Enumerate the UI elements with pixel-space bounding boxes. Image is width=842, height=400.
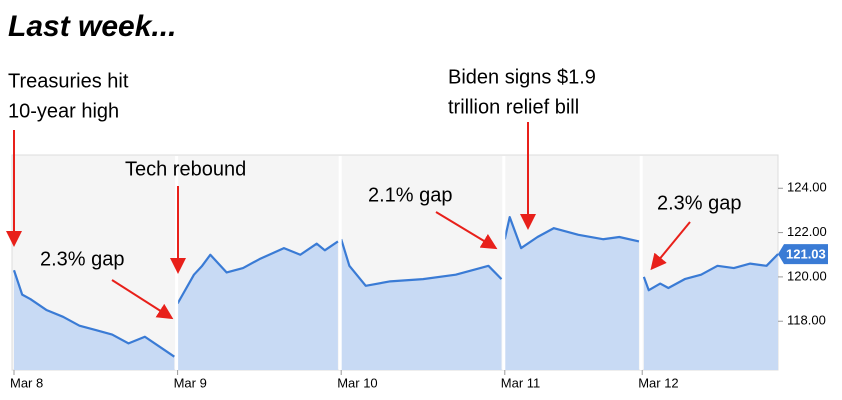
y-tick-label: 120.00 <box>787 268 827 283</box>
annotation: Treasuries hit <box>8 70 129 92</box>
area <box>14 270 175 370</box>
last-value-badge <box>778 244 828 265</box>
annotation: 2.3% gap <box>657 192 742 214</box>
arrows <box>6 122 691 320</box>
area <box>643 254 778 370</box>
x-tick-label: Mar 10 <box>337 375 377 390</box>
y-tick-label: 122.00 <box>787 224 827 239</box>
x-tick-label: Mar 12 <box>638 375 678 390</box>
annotation: Tech rebound <box>125 158 246 180</box>
arrow <box>650 221 691 271</box>
line <box>12 215 779 358</box>
area <box>504 217 639 370</box>
chart-title: Last week... <box>8 10 176 43</box>
x-tick-label: Mar 11 <box>501 375 541 390</box>
annotation: trillion relief bill <box>448 96 579 118</box>
annotation: 2.3% gap <box>40 248 125 270</box>
annotation: Biden signs $1.9 <box>448 66 596 88</box>
x-tick-label: Mar 8 <box>10 375 43 390</box>
arrow <box>435 211 498 250</box>
x-tick-label: Mar 9 <box>174 375 207 390</box>
last-value-label: 121.03 <box>786 247 826 262</box>
arrow <box>111 279 174 320</box>
y-tick-label: 118.00 <box>787 313 826 328</box>
y-tick-label: 124.00 <box>787 180 827 195</box>
area <box>341 239 502 370</box>
annotation: 2.1% gap <box>368 184 453 206</box>
area <box>177 241 338 370</box>
annotation: 10-year high <box>8 100 119 122</box>
